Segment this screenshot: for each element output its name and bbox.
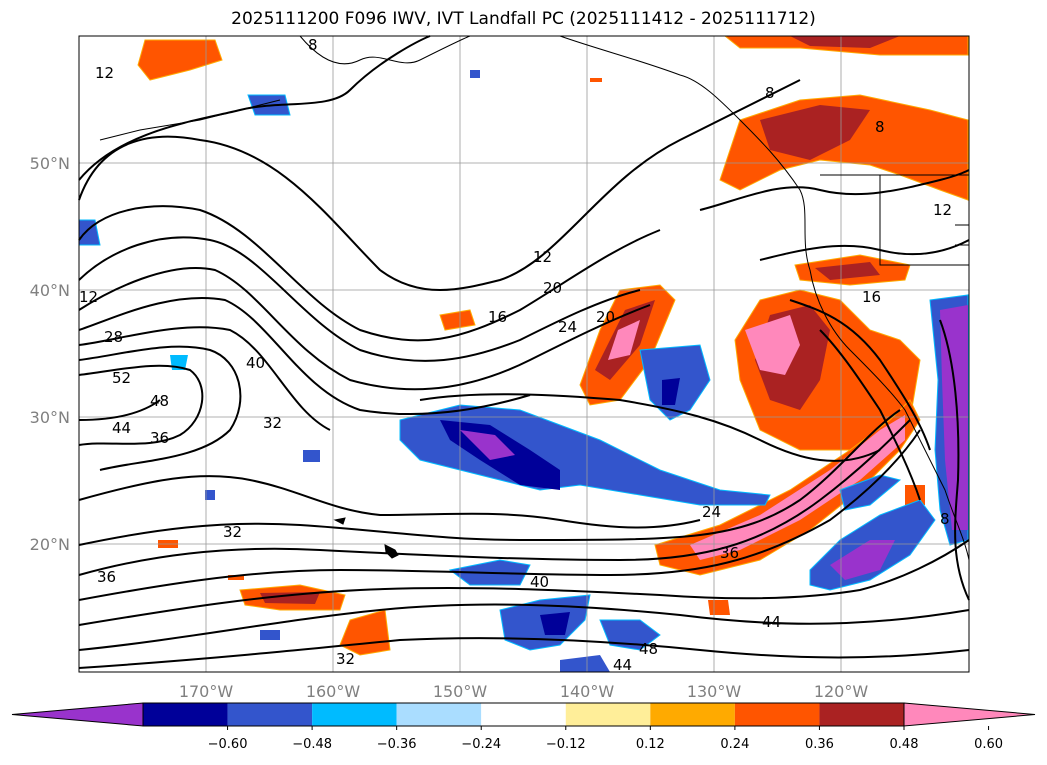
map-title: 2025111200 F096 IWV, IVT Landfall PC (20… [231, 9, 816, 29]
neg-anomaly-small-5 [470, 70, 480, 78]
lat-label: 40°N [30, 281, 70, 300]
contour-label: 32 [223, 523, 242, 541]
contour-label: 12 [95, 64, 114, 82]
contour-label: 28 [104, 328, 123, 346]
colorbar-tick-label: −0.48 [292, 737, 332, 752]
colorbar: −0.60 −0.48 −0.36 −0.24 −0.12 0.12 0.24 0.36 0.4… [11, 702, 1036, 752]
contour-label: 32 [263, 414, 282, 432]
contour-label: 40 [530, 573, 549, 591]
longitude-labels: 170°W 160°W 150°W 140°W 130°W 120°W [179, 682, 869, 701]
contour-label: 12 [533, 248, 552, 266]
colorbar-segment [565, 703, 651, 726]
neg-anomaly-central-core [460, 430, 515, 460]
colorbar-tick-label: −0.36 [377, 737, 417, 752]
colorbar-segment [396, 703, 482, 726]
contour-label: 32 [336, 650, 355, 668]
colorbar-tick-label: 0.12 [636, 737, 665, 752]
colorbar-segment [312, 703, 397, 726]
lon-label: 140°W [560, 682, 615, 701]
pos-ar-filament-core [690, 415, 905, 560]
contour-label: 8 [875, 118, 885, 136]
contour-label: 20 [543, 279, 562, 297]
lat-label: 20°N [30, 535, 70, 554]
contour-label: 48 [639, 640, 658, 658]
contour-label: 48 [150, 392, 169, 410]
graticule [79, 36, 969, 672]
contour-label: 8 [308, 36, 318, 54]
contour-label: 16 [488, 308, 507, 326]
contour-label: 12 [79, 288, 98, 306]
contour-label: 44 [613, 656, 632, 674]
colorbar-segment [143, 703, 228, 726]
contour-label: 52 [112, 369, 131, 387]
pos-anomaly-coast-inner [815, 262, 880, 280]
contour-label: 44 [762, 613, 781, 631]
colorbar-tick-label: −0.12 [546, 737, 586, 752]
contour-label: 36 [97, 568, 116, 586]
pos-anomaly-small-2 [708, 600, 730, 615]
colorbar-segment [819, 703, 904, 726]
colorbar-extend-high [903, 702, 1036, 727]
contour-label: 40 [246, 354, 265, 372]
contour-label: 24 [702, 503, 721, 521]
colorbar-segment [650, 703, 735, 726]
lat-label: 50°N [30, 154, 70, 173]
contour-label: 44 [112, 419, 131, 437]
neg-anomaly-se-core [830, 540, 895, 580]
iwv-contours [78, 35, 970, 669]
colorbar-segment [481, 703, 566, 726]
neg-anomaly-small-6 [560, 655, 610, 672]
map-frame [78, 35, 970, 673]
lon-label: 150°W [433, 682, 488, 701]
neg-anomaly-small-3 [205, 490, 215, 500]
colorbar-tick-label: 0.48 [890, 737, 919, 752]
contour-label: 36 [720, 544, 739, 562]
pos-anomaly-center-core [608, 320, 640, 360]
contour-label: 20 [596, 308, 615, 326]
lon-label: 160°W [306, 682, 361, 701]
colorbar-tick-label: 0.24 [720, 737, 749, 752]
colorbar-tick-label: 0.60 [974, 737, 1003, 752]
colorbar-segment [734, 703, 820, 726]
contour-labels: 12 8 8 8 12 12 12 20 16 24 20 28 52 48 4… [79, 36, 952, 674]
contour-label: 12 [933, 201, 952, 219]
pos-anomaly-sw-inner [260, 592, 320, 604]
contour-label: 36 [150, 429, 169, 447]
lat-label: 30°N [30, 408, 70, 427]
neg-anomaly-small-4 [260, 630, 280, 640]
colorbar-tick-label: −0.24 [461, 737, 501, 752]
contour-label: 16 [862, 288, 881, 306]
coastlines [99, 35, 970, 561]
neg-anomaly-mid-inner [662, 378, 680, 405]
lon-label: 120°W [814, 682, 869, 701]
contour-label: 24 [558, 318, 577, 336]
neg-anomaly-east-coast-core [940, 305, 968, 530]
contour-label: 8 [765, 84, 775, 102]
latitude-labels: 50°N 40°N 30°N 20°N [30, 154, 70, 554]
contour-label: 8 [940, 510, 950, 528]
colorbar-tick-label: 0.36 [805, 737, 834, 752]
lon-label: 170°W [179, 682, 234, 701]
pos-anomaly-ne-top-inner [790, 36, 900, 48]
neg-anomaly-s2-inner [540, 612, 570, 635]
colorbar-tick-label: −0.60 [208, 737, 248, 752]
lon-label: 130°W [687, 682, 742, 701]
pos-anomaly-small-5 [590, 78, 602, 82]
pos-anomaly-ne-band-inner [760, 105, 870, 160]
colorbar-outline [142, 702, 905, 727]
pos-anomaly-nw [137, 39, 223, 81]
colorbar-extend-low [11, 702, 144, 727]
colorbar-segment [227, 703, 313, 726]
pos-anomaly-east-lobe-core [745, 315, 800, 375]
neg-anomaly-small-2 [303, 450, 320, 462]
